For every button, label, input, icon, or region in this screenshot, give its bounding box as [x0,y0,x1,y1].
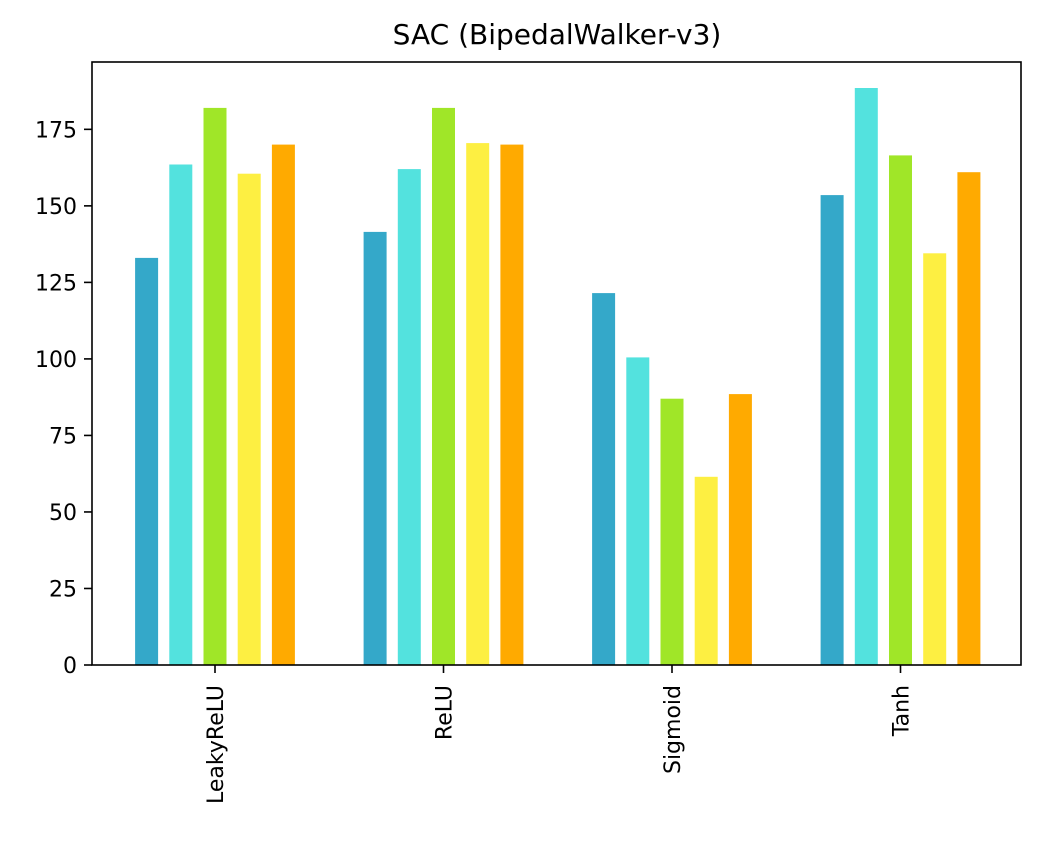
y-tick-label: 150 [35,195,77,220]
bar-leakyrelu-2 [169,164,193,665]
bar-sigmoid-2 [626,357,650,665]
y-tick-label: 25 [49,577,77,602]
bar-tanh-3 [889,155,912,665]
bar-sigmoid-3 [660,398,684,665]
bar-tanh-4 [923,253,947,666]
x-tick-label: ReLU [433,685,458,740]
y-tick-label: 175 [35,118,77,143]
y-tick-label: 125 [35,271,77,296]
bar-relu-4 [466,143,490,666]
y-tick-label: 75 [49,424,77,449]
bar-relu-3 [432,107,455,665]
plot-frame [91,61,1022,666]
bar-relu-5 [500,144,524,666]
bar-tanh-2 [854,88,878,665]
bars-layer [135,88,981,666]
y-tick-label: 0 [63,654,77,679]
bar-relu-2 [397,169,421,665]
x-tick-label: Tanh [890,685,915,737]
x-tick-label: LeakyReLU [204,685,229,804]
bar-leakyrelu-5 [271,144,295,666]
x-tick-label: Sigmoid [661,685,686,774]
bar-relu-1 [363,231,387,665]
y-axis: 0 25 50 75 100 125 150 175 [35,118,92,679]
bar-sigmoid-1 [592,293,616,665]
y-tick-label: 50 [49,501,77,526]
chart-title: SAC (BipedalWalker-v3) [393,18,722,51]
x-axis: LeakyReLU ReLU Sigmoid Tanh [204,665,915,804]
bar-tanh-1 [820,195,844,665]
bar-tanh-5 [957,172,981,665]
bar-leakyrelu-4 [237,173,261,665]
y-tick-label: 100 [35,348,77,373]
bar-leakyrelu-1 [135,257,159,665]
bar-sigmoid-5 [728,394,752,665]
bar-sigmoid-4 [694,476,718,665]
bar-leakyrelu-3 [203,107,227,665]
